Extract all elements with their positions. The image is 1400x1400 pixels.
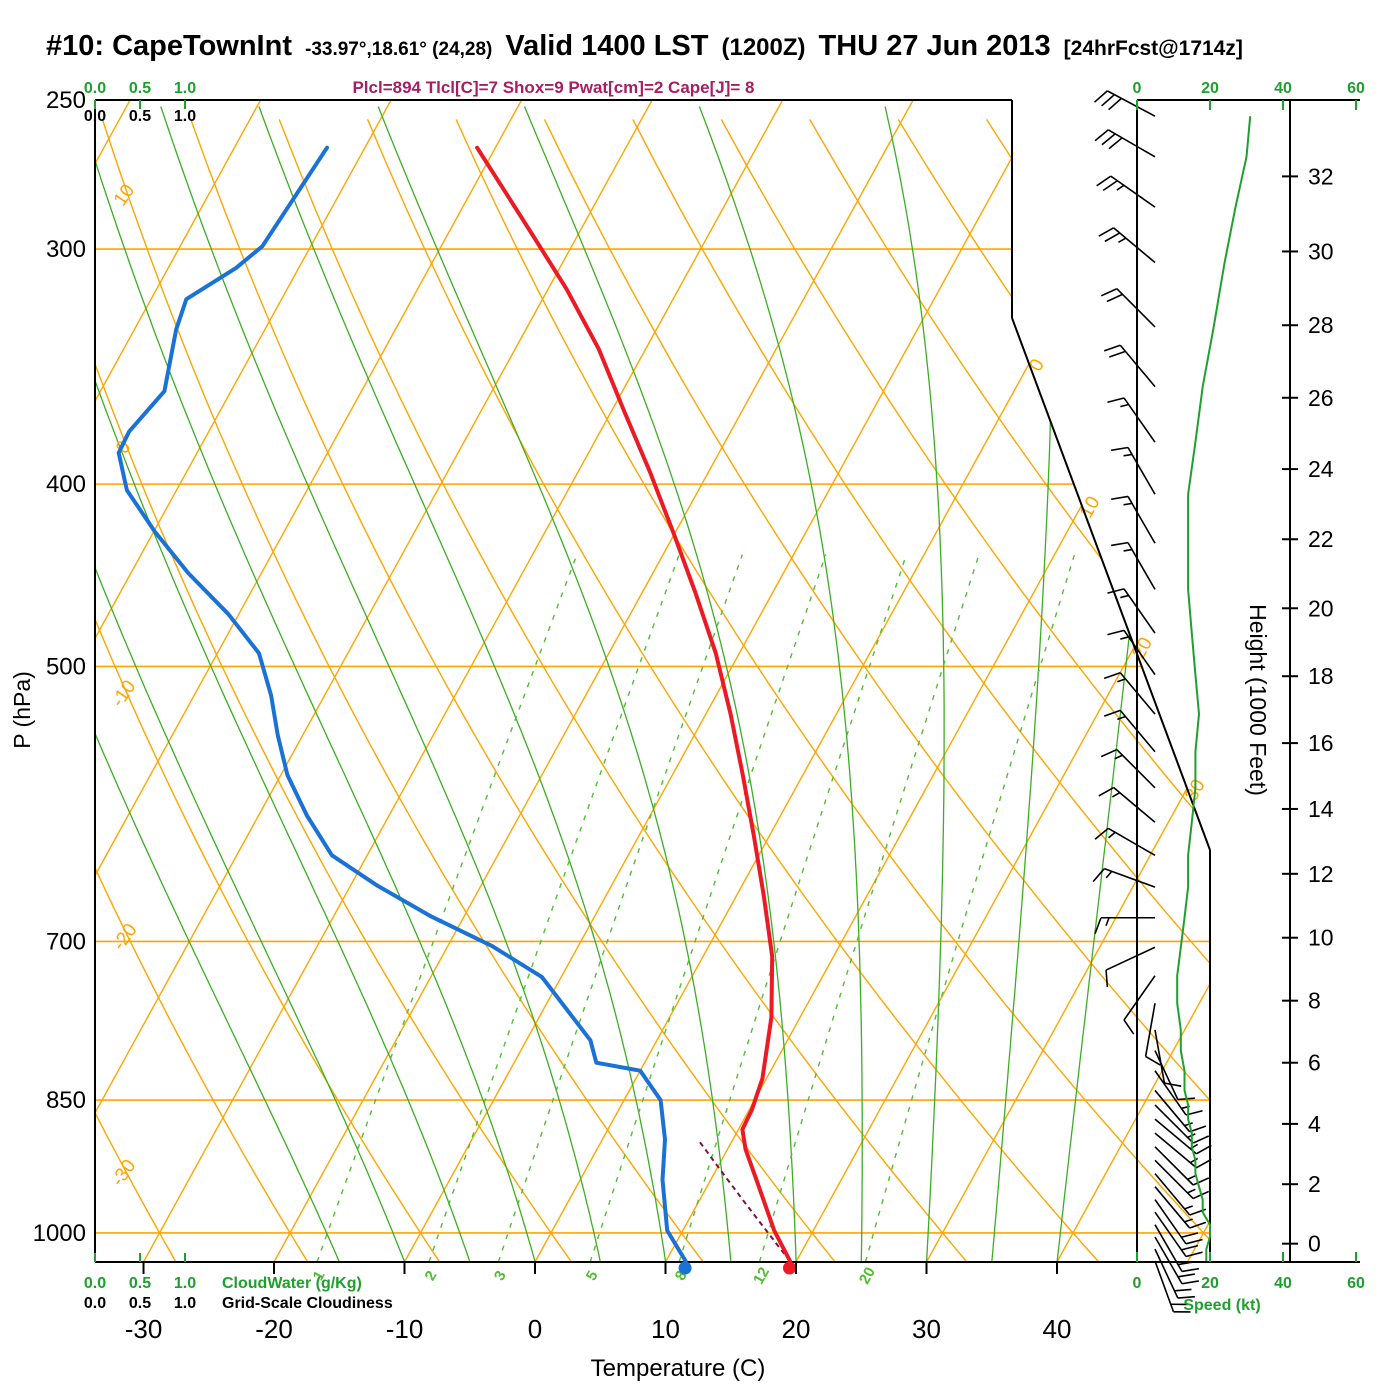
- svg-text:10: 10: [1308, 925, 1334, 951]
- plot-frame: [94, 99, 1360, 1263]
- svg-text:0.0: 0.0: [84, 108, 106, 125]
- valid-zulu: (1200Z): [721, 34, 806, 61]
- cloudiness-legend: Grid-Scale Cloudiness: [222, 1295, 393, 1312]
- svg-text:14: 14: [1308, 796, 1334, 822]
- svg-text:40: 40: [1274, 1275, 1292, 1292]
- surface-dots: [678, 1261, 796, 1275]
- svg-text:0: 0: [1308, 1231, 1321, 1257]
- svg-text:32: 32: [1308, 163, 1334, 189]
- station-coords: -33.97°,18.61° (24,28): [305, 39, 493, 60]
- svg-text:0.5: 0.5: [129, 1295, 151, 1312]
- svg-text:5: 5: [583, 1268, 602, 1284]
- speed-profile: [1176, 116, 1252, 1261]
- svg-text:60: 60: [1347, 1275, 1365, 1292]
- svg-text:0: 0: [1133, 1275, 1142, 1292]
- parcel-trace: [699, 1141, 791, 1262]
- svg-text:400: 400: [46, 471, 86, 498]
- svg-text:1.0: 1.0: [174, 108, 196, 125]
- svg-text:-20: -20: [109, 920, 142, 955]
- speed-curve: [1176, 116, 1252, 1261]
- stability-indices: Plcl=894 Tlcl[C]=7 Shox=9 Pwat[cm]=2 Cap…: [352, 78, 755, 97]
- svg-text:1.0: 1.0: [174, 80, 196, 97]
- svg-text:30: 30: [1308, 238, 1334, 264]
- height-axis-title: Height (1000 Feet): [1245, 604, 1271, 796]
- svg-text:1.0: 1.0: [174, 1295, 196, 1312]
- wind-barbs: [1092, 90, 1212, 1313]
- svg-text:18: 18: [1308, 663, 1334, 689]
- svg-text:10: 10: [110, 181, 139, 210]
- svg-text:0: 0: [528, 1314, 542, 1344]
- svg-text:16: 16: [1308, 730, 1334, 756]
- svg-text:1.0: 1.0: [174, 1275, 196, 1292]
- valid-time: Valid 1400 LST: [505, 30, 709, 62]
- svg-text:20: 20: [1128, 634, 1157, 663]
- svg-text:3: 3: [491, 1268, 510, 1284]
- svg-text:20: 20: [1201, 1275, 1219, 1292]
- svg-text:300: 300: [46, 236, 86, 263]
- svg-text:1000: 1000: [33, 1220, 86, 1247]
- surface-dewpoint-dot: [678, 1261, 692, 1275]
- svg-text:40: 40: [1043, 1314, 1072, 1344]
- svg-text:0.5: 0.5: [129, 1275, 151, 1292]
- svg-text:12: 12: [750, 1264, 773, 1287]
- speed-axis-title: Speed (kt): [1183, 1297, 1260, 1314]
- svg-text:-10: -10: [108, 677, 141, 712]
- skewt-grid: [95, 100, 1210, 1262]
- svg-text:60: 60: [1347, 80, 1365, 97]
- svg-text:40: 40: [1274, 80, 1292, 97]
- svg-text:500: 500: [46, 653, 86, 680]
- svg-text:2: 2: [422, 1268, 441, 1284]
- svg-text:28: 28: [1308, 312, 1334, 338]
- svg-text:850: 850: [46, 1087, 86, 1114]
- title-bar: #10: CapeTownInt -33.97°,18.61° (24,28) …: [46, 30, 1380, 63]
- svg-text:4: 4: [1308, 1111, 1321, 1137]
- svg-text:0.5: 0.5: [129, 80, 151, 97]
- svg-text:0.0: 0.0: [84, 1275, 106, 1292]
- svg-text:24: 24: [1308, 456, 1334, 482]
- svg-text:700: 700: [46, 928, 86, 955]
- station-title: #10: CapeTownInt: [46, 30, 292, 62]
- svg-text:-20: -20: [255, 1314, 293, 1344]
- svg-text:12: 12: [1308, 861, 1334, 887]
- svg-text:10: 10: [651, 1314, 680, 1344]
- svg-text:10: 10: [1076, 493, 1105, 522]
- svg-text:0.0: 0.0: [84, 1295, 106, 1312]
- valid-date: THU 27 Jun 2013: [818, 30, 1051, 62]
- svg-text:26: 26: [1308, 385, 1334, 411]
- cloudwater-legend: CloudWater (g/Kg): [222, 1275, 362, 1292]
- svg-text:22: 22: [1308, 526, 1334, 552]
- svg-text:0.5: 0.5: [129, 108, 151, 125]
- svg-text:2: 2: [1308, 1171, 1321, 1197]
- svg-text:20: 20: [782, 1314, 811, 1344]
- svg-text:20: 20: [856, 1264, 879, 1287]
- profiles: [116, 145, 792, 1262]
- svg-text:-30: -30: [125, 1314, 163, 1344]
- svg-text:20: 20: [1308, 595, 1334, 621]
- forecast-tag: [24hrFcst@1714z]: [1063, 37, 1243, 60]
- surface-temp-dot: [782, 1261, 796, 1275]
- svg-text:250: 250: [46, 87, 86, 114]
- svg-text:0.0: 0.0: [84, 80, 106, 97]
- svg-text:-10: -10: [386, 1314, 424, 1344]
- dewpoint-curve: [116, 145, 688, 1262]
- temperature-curve: [475, 145, 792, 1262]
- svg-text:30: 30: [912, 1314, 941, 1344]
- temp-axis-title: Temperature (C): [591, 1355, 766, 1382]
- pressure-axis-title: P (hPa): [9, 671, 35, 749]
- svg-text:20: 20: [1201, 80, 1219, 97]
- svg-text:0: 0: [1133, 80, 1142, 97]
- svg-text:8: 8: [1308, 988, 1321, 1014]
- svg-text:6: 6: [1308, 1050, 1321, 1076]
- svg-text:-30: -30: [107, 1156, 140, 1191]
